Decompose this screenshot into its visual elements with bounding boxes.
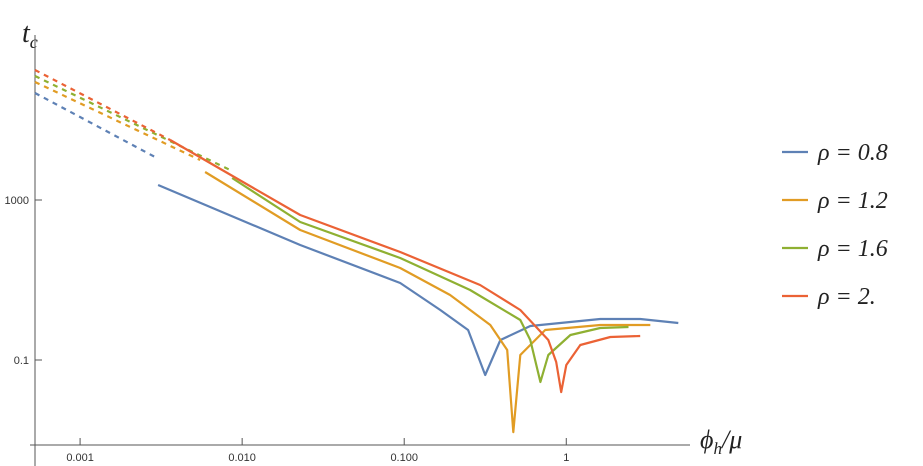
series-line: [34, 75, 231, 171]
legend-label: ρ = 1.6: [817, 236, 888, 262]
series-line: [157, 183, 679, 377]
y-tick-label: 0.1: [14, 355, 29, 367]
series-line: [34, 92, 156, 158]
x-tick-label: 1: [563, 452, 569, 464]
legend-label: ρ = 0.8: [817, 140, 888, 166]
x-tick-label: 0.100: [390, 452, 418, 464]
series-line: [231, 177, 629, 384]
x-tick-label: 0.001: [66, 452, 94, 464]
series-line: [34, 81, 201, 161]
x-axis-label: ϕh/μ: [700, 425, 742, 458]
y-tick-label: 1000: [5, 195, 29, 207]
legend-label: ρ = 1.2: [817, 188, 888, 214]
series-line: [204, 171, 651, 434]
y-axis-label: tc: [22, 18, 38, 52]
x-tick-label: 0.010: [228, 452, 256, 464]
series-line: [169, 139, 641, 394]
legend-label: ρ = 2.: [817, 284, 876, 310]
